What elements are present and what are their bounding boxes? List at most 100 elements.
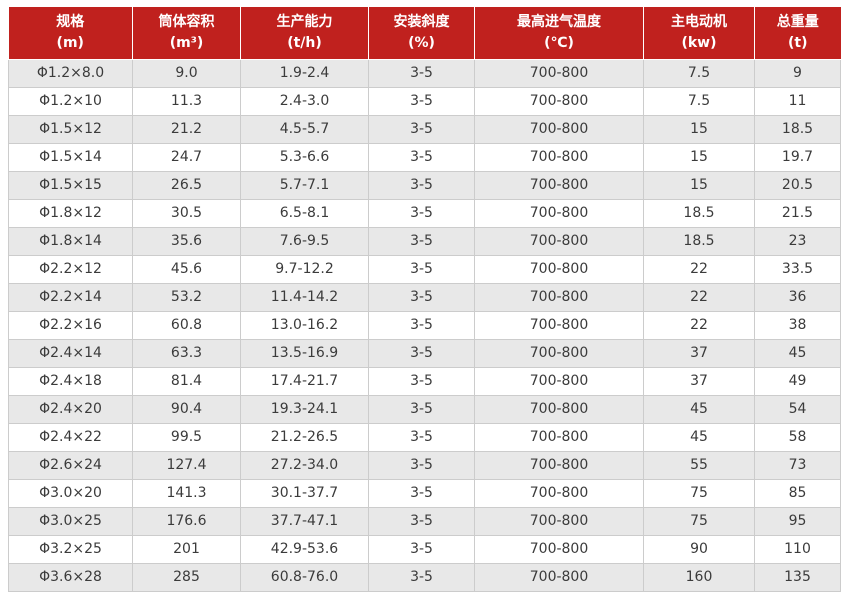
table-cell: 30.5 [132, 199, 241, 228]
table-row: Φ2.2×12 45.6 9.7-12.2 3-5 700-800 22 33.5 [8, 255, 841, 284]
table-cell: 35.6 [132, 227, 241, 256]
table-cell: 5.3-6.6 [240, 143, 369, 172]
table-cell: 1.9-2.4 [240, 59, 369, 88]
table-cell: 15 [643, 143, 755, 172]
table-cell: 3-5 [368, 283, 475, 312]
table-row: Φ1.2×8.0 9.0 1.9-2.4 3-5 700-800 7.5 9 [8, 59, 841, 88]
table-cell: Φ3.0×25 [8, 507, 133, 536]
table-cell: Φ2.2×14 [8, 283, 133, 312]
table-cell: 3-5 [368, 423, 475, 452]
table-cell: 45.6 [132, 255, 241, 284]
column-header-5: 主电动机 (kw) [643, 7, 755, 60]
table-cell: 201 [132, 535, 241, 564]
table-cell: 49 [754, 367, 841, 396]
table-cell: 58 [754, 423, 841, 452]
table-cell: 19.7 [754, 143, 841, 172]
table-row: Φ1.2×10 11.3 2.4-3.0 3-5 700-800 7.5 11 [8, 87, 841, 116]
table-cell: Φ2.2×16 [8, 311, 133, 340]
table-row: Φ3.0×20 141.3 30.1-37.7 3-5 700-800 75 85 [8, 479, 841, 508]
table-cell: Φ1.5×12 [8, 115, 133, 144]
table-cell: 45 [643, 423, 755, 452]
table-cell: 15 [643, 115, 755, 144]
table-cell: 37 [643, 367, 755, 396]
table-cell: 63.3 [132, 339, 241, 368]
table-row: Φ1.8×14 35.6 7.6-9.5 3-5 700-800 18.5 23 [8, 227, 841, 256]
table-cell: 3-5 [368, 395, 475, 424]
table-cell: 3-5 [368, 339, 475, 368]
table-row: Φ2.4×22 99.5 21.2-26.5 3-5 700-800 45 58 [8, 423, 841, 452]
table-cell: 7.5 [643, 87, 755, 116]
table-cell: 176.6 [132, 507, 241, 536]
table-row: Φ2.6×24 127.4 27.2-34.0 3-5 700-800 55 73 [8, 451, 841, 480]
header-row: 规格 (m) 筒体容积 (m³) 生产能力 (t/h) 安装斜度 (%) 最高进气温度 (℃) 主电… [8, 7, 841, 60]
table-cell: 11.3 [132, 87, 241, 116]
table-cell: 285 [132, 563, 241, 592]
table-cell: 700-800 [474, 535, 644, 564]
table-cell: 30.1-37.7 [240, 479, 369, 508]
table-cell: 85 [754, 479, 841, 508]
column-unit: (℃) [544, 35, 574, 51]
column-header-1: 筒体容积 (m³) [132, 7, 241, 60]
column-unit: (t/h) [287, 35, 322, 51]
table-cell: 700-800 [474, 451, 644, 480]
table-row: Φ1.5×14 24.7 5.3-6.6 3-5 700-800 15 19.7 [8, 143, 841, 172]
table-row: Φ3.0×25 176.6 37.7-47.1 3-5 700-800 75 95 [8, 507, 841, 536]
table-cell: 19.3-24.1 [240, 395, 369, 424]
column-unit: (m³) [169, 35, 204, 51]
table-cell: 22 [643, 311, 755, 340]
table-cell: 2.4-3.0 [240, 87, 369, 116]
column-unit: (m) [56, 35, 84, 51]
table-cell: Φ2.2×12 [8, 255, 133, 284]
table-cell: 700-800 [474, 171, 644, 200]
column-label: 主电动机 [671, 14, 727, 30]
table-row: Φ1.5×15 26.5 5.7-7.1 3-5 700-800 15 20.5 [8, 171, 841, 200]
table-cell: Φ1.5×14 [8, 143, 133, 172]
table-cell: 60.8-76.0 [240, 563, 369, 592]
table-cell: 81.4 [132, 367, 241, 396]
table-cell: Φ1.8×14 [8, 227, 133, 256]
table-cell: 26.5 [132, 171, 241, 200]
column-header-3: 安装斜度 (%) [368, 7, 475, 60]
table-row: Φ2.2×14 53.2 11.4-14.2 3-5 700-800 22 36 [8, 283, 841, 312]
table-cell: 3-5 [368, 507, 475, 536]
table-cell: 135 [754, 563, 841, 592]
table-cell: 55 [643, 451, 755, 480]
table-cell: Φ2.4×22 [8, 423, 133, 452]
table-cell: Φ3.2×25 [8, 535, 133, 564]
table-cell: 700-800 [474, 367, 644, 396]
column-label: 总重量 [776, 14, 819, 30]
table-cell: Φ3.0×20 [8, 479, 133, 508]
table-cell: 700-800 [474, 227, 644, 256]
table-cell: 90 [643, 535, 755, 564]
column-header-4: 最高进气温度 (℃) [474, 7, 644, 60]
table-cell: 11.4-14.2 [240, 283, 369, 312]
table-cell: 75 [643, 479, 755, 508]
table-cell: 9.0 [132, 59, 241, 88]
table-cell: 160 [643, 563, 755, 592]
table-cell: 53.2 [132, 283, 241, 312]
table-cell: 700-800 [474, 339, 644, 368]
table-cell: 15 [643, 171, 755, 200]
table-cell: 3-5 [368, 115, 475, 144]
table-cell: 95 [754, 507, 841, 536]
column-label: 规格 [56, 14, 85, 30]
table-cell: Φ1.2×8.0 [8, 59, 133, 88]
table-cell: 20.5 [754, 171, 841, 200]
table-row: Φ2.2×16 60.8 13.0-16.2 3-5 700-800 22 38 [8, 311, 841, 340]
column-unit: (%) [408, 35, 435, 51]
table-cell: 127.4 [132, 451, 241, 480]
column-label: 最高进气温度 [517, 14, 601, 30]
table-cell: 5.7-7.1 [240, 171, 369, 200]
table-row: Φ3.2×25 201 42.9-53.6 3-5 700-800 90 110 [8, 535, 841, 564]
table-cell: 110 [754, 535, 841, 564]
table-cell: Φ2.4×18 [8, 367, 133, 396]
table-cell: 42.9-53.6 [240, 535, 369, 564]
table-cell: 700-800 [474, 199, 644, 228]
table-cell: 141.3 [132, 479, 241, 508]
table-cell: 7.6-9.5 [240, 227, 369, 256]
table-cell: 6.5-8.1 [240, 199, 369, 228]
table-cell: 75 [643, 507, 755, 536]
table-cell: 3-5 [368, 563, 475, 592]
table-cell: 7.5 [643, 59, 755, 88]
